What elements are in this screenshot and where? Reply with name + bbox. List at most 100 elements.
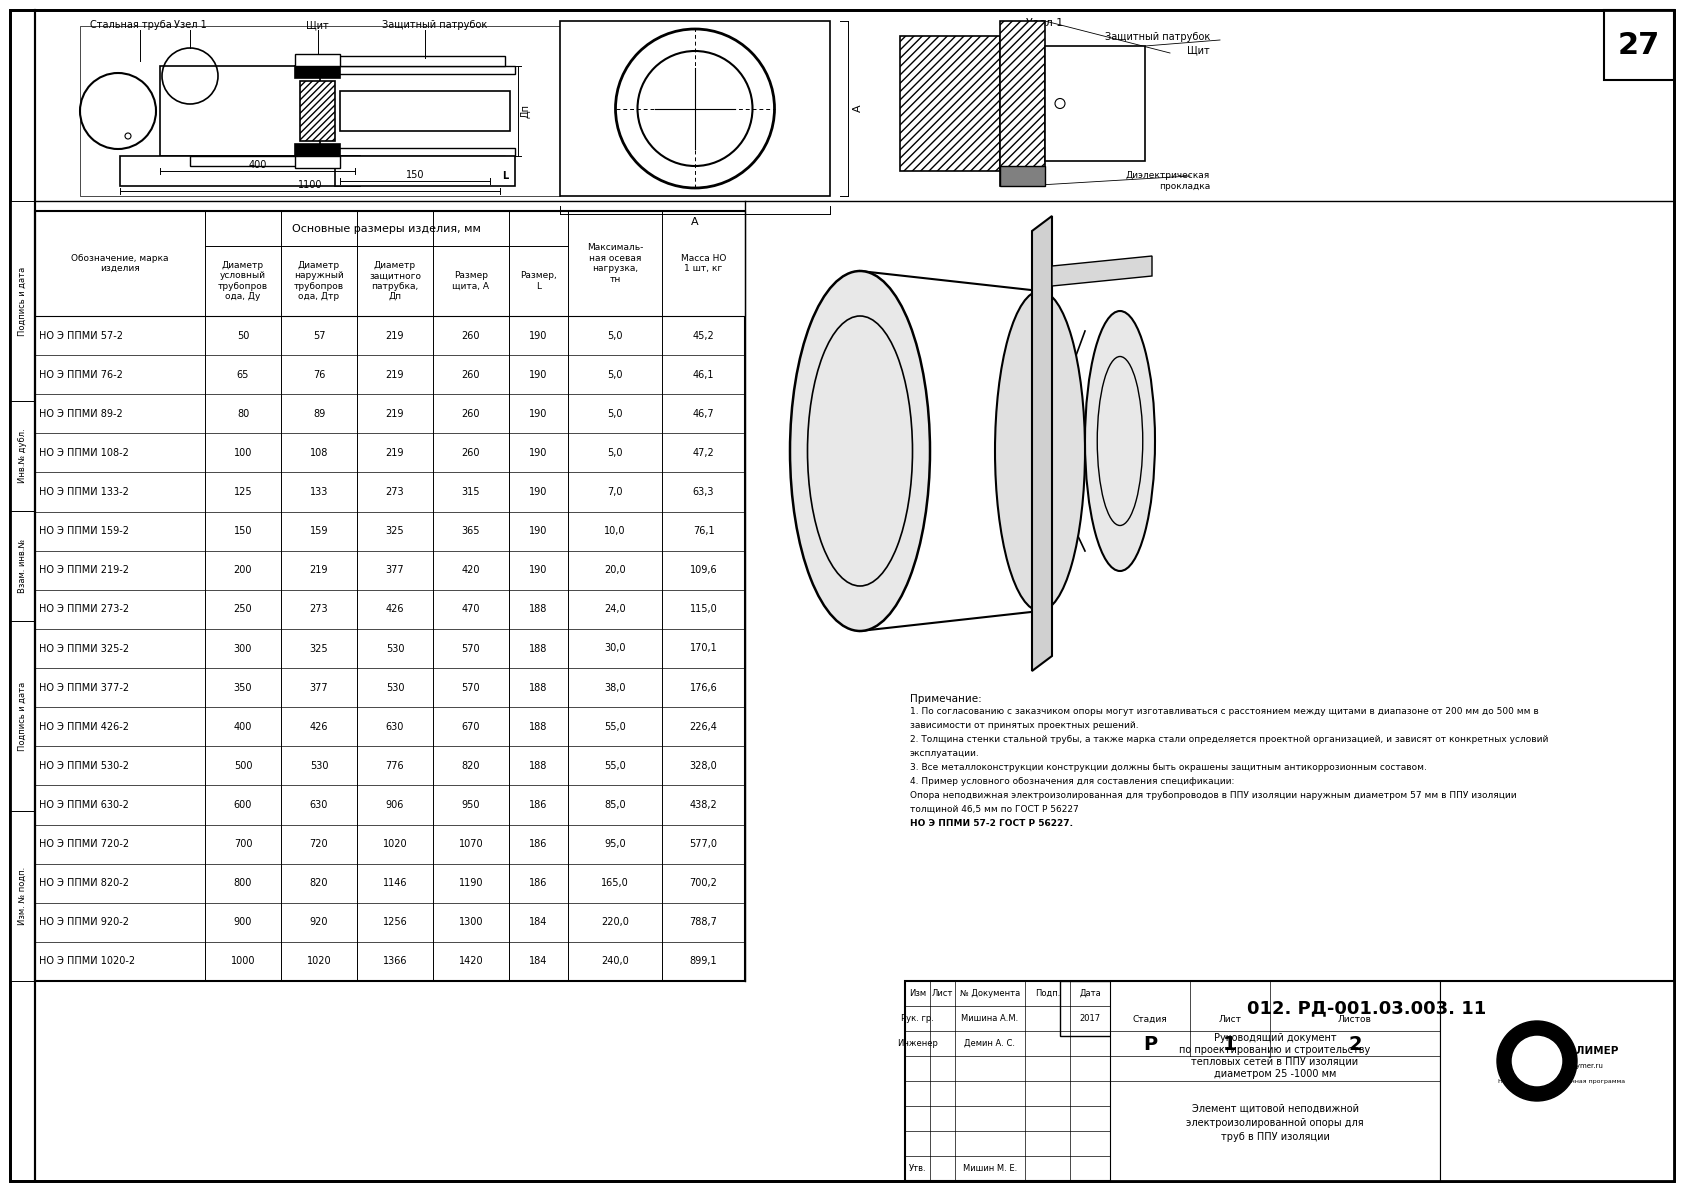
- Bar: [1000, 21, 1046, 186]
- Text: 920: 920: [310, 917, 328, 928]
- Text: 1020: 1020: [306, 956, 332, 966]
- Text: 57: 57: [313, 331, 325, 341]
- Text: 46,7: 46,7: [692, 409, 714, 419]
- Text: 219: 219: [386, 448, 404, 457]
- Text: 820: 820: [461, 761, 480, 771]
- Text: 260: 260: [461, 448, 480, 457]
- Text: 820: 820: [310, 878, 328, 888]
- Text: 470: 470: [461, 604, 480, 615]
- Text: Щит: Щит: [306, 20, 328, 30]
- Text: 5,0: 5,0: [608, 448, 623, 457]
- Text: Обозначение, марка
изделия: Обозначение, марка изделия: [71, 254, 168, 273]
- Text: НО Э ППМИ 108-2: НО Э ППМИ 108-2: [39, 448, 130, 457]
- Text: 38,0: 38,0: [605, 682, 626, 693]
- Text: 190: 190: [529, 409, 547, 419]
- Bar: [10, 621, 35, 811]
- Text: 1000: 1000: [231, 956, 256, 966]
- Text: 325: 325: [310, 643, 328, 654]
- Text: 24,0: 24,0: [605, 604, 626, 615]
- Text: ПЕНОПОЛИМЕР: ПЕНОПОЛИМЕР: [1526, 1046, 1618, 1056]
- Bar: [335, 156, 505, 166]
- Bar: [1000, 166, 1046, 186]
- Text: 500: 500: [234, 761, 253, 771]
- Text: 219: 219: [310, 566, 328, 575]
- Text: 186: 186: [529, 800, 547, 810]
- Text: 365: 365: [461, 526, 480, 536]
- Text: Диэлектрическая
прокладка: Диэлектрическая прокладка: [1125, 172, 1211, 191]
- Text: 530: 530: [310, 761, 328, 771]
- Bar: [10, 811, 35, 981]
- Text: 115,0: 115,0: [690, 604, 717, 615]
- Ellipse shape: [1084, 311, 1155, 570]
- Text: 1366: 1366: [382, 956, 408, 966]
- Text: 1300: 1300: [458, 917, 483, 928]
- Text: Узел 1: Узел 1: [1026, 18, 1064, 29]
- Text: 900: 900: [234, 917, 253, 928]
- Bar: [1046, 46, 1145, 161]
- Bar: [1110, 981, 1440, 1181]
- Text: 570: 570: [461, 682, 480, 693]
- Text: 85,0: 85,0: [605, 800, 626, 810]
- Text: 300: 300: [234, 643, 253, 654]
- Text: Стальная труба: Стальная труба: [89, 20, 172, 30]
- Text: www.penopolymer.ru: www.penopolymer.ru: [1531, 1064, 1603, 1070]
- Bar: [899, 36, 1000, 172]
- Text: НО Э ППМИ 273-2: НО Э ППМИ 273-2: [39, 604, 130, 615]
- Bar: [904, 981, 1674, 1181]
- Text: Щит: Щит: [1187, 45, 1211, 55]
- Text: НО Э ППМИ 720-2: НО Э ППМИ 720-2: [39, 840, 130, 849]
- Text: 46,1: 46,1: [692, 369, 714, 380]
- Text: 188: 188: [529, 643, 547, 654]
- Bar: [160, 66, 320, 156]
- Text: НО Э ППМИ 377-2: НО Э ППМИ 377-2: [39, 682, 130, 693]
- Text: 5,0: 5,0: [608, 409, 623, 419]
- Text: зависимости от принятых проектных решений.: зависимости от принятых проектных решени…: [909, 721, 1138, 730]
- Text: 1190: 1190: [458, 878, 483, 888]
- Text: Дтр: Дтр: [300, 101, 310, 120]
- Text: 186: 186: [529, 840, 547, 849]
- Text: Стальная труба: Стальная труба: [899, 66, 982, 75]
- Text: НО Э ППМИ 57-2: НО Э ППМИ 57-2: [39, 331, 123, 341]
- Text: 1: 1: [1223, 1035, 1236, 1054]
- Text: 76: 76: [313, 369, 325, 380]
- Text: тепловых сетей в ППУ изоляции: тепловых сетей в ППУ изоляции: [1192, 1056, 1359, 1067]
- Text: 273: 273: [386, 487, 404, 497]
- Bar: [1603, 10, 1674, 80]
- Text: 377: 377: [310, 682, 328, 693]
- Text: 76,1: 76,1: [692, 526, 714, 536]
- Text: 1070: 1070: [458, 840, 483, 849]
- Bar: [190, 156, 330, 166]
- Text: Защитный патрубок: Защитный патрубок: [1105, 32, 1211, 42]
- Text: Листов: Листов: [1339, 1015, 1372, 1023]
- Text: 190: 190: [529, 526, 547, 536]
- Text: 1256: 1256: [382, 917, 408, 928]
- Text: 906: 906: [386, 800, 404, 810]
- Bar: [295, 144, 340, 156]
- Text: 328,0: 328,0: [690, 761, 717, 771]
- Text: Изм. № подп.: Изм. № подп.: [19, 867, 27, 925]
- Text: Изм: Изм: [909, 989, 926, 998]
- Text: Мишина А.М.: Мишина А.М.: [962, 1014, 1019, 1023]
- Text: A: A: [854, 105, 862, 112]
- Bar: [1059, 981, 1674, 1036]
- Text: 30,0: 30,0: [605, 643, 626, 654]
- Text: 260: 260: [461, 331, 480, 341]
- Text: Подпись и дата: Подпись и дата: [19, 681, 27, 750]
- Bar: [340, 91, 510, 131]
- Text: Элемент щитовой неподвижной: Элемент щитовой неподвижной: [1192, 1104, 1359, 1114]
- Text: электроизолированной опоры для: электроизолированной опоры для: [1186, 1118, 1364, 1128]
- Text: НО Э ППМИ 426-2: НО Э ППМИ 426-2: [39, 722, 130, 731]
- Text: 3. Все металлоконструкции конструкции должны быть окрашены защитным антикоррозио: 3. Все металлоконструкции конструкции до…: [909, 762, 1426, 772]
- Text: 350: 350: [234, 682, 253, 693]
- Bar: [335, 156, 515, 186]
- Text: по проектированию и строительству: по проектированию и строительству: [1179, 1045, 1371, 1055]
- Text: 50: 50: [237, 331, 249, 341]
- Text: 630: 630: [310, 800, 328, 810]
- Text: труб в ППУ изоляции: труб в ППУ изоляции: [1221, 1131, 1329, 1142]
- Text: 2. Толщина стенки стальной трубы, а также марка стали определяется проектной орг: 2. Толщина стенки стальной трубы, а такж…: [909, 735, 1548, 743]
- Text: Инженер: Инженер: [898, 1039, 938, 1048]
- Text: Диаметр
наружный
трубопров
ода, Дтр: Диаметр наружный трубопров ода, Дтр: [295, 261, 344, 301]
- Text: 45,2: 45,2: [692, 331, 714, 341]
- Text: 20,0: 20,0: [605, 566, 626, 575]
- Text: 630: 630: [386, 722, 404, 731]
